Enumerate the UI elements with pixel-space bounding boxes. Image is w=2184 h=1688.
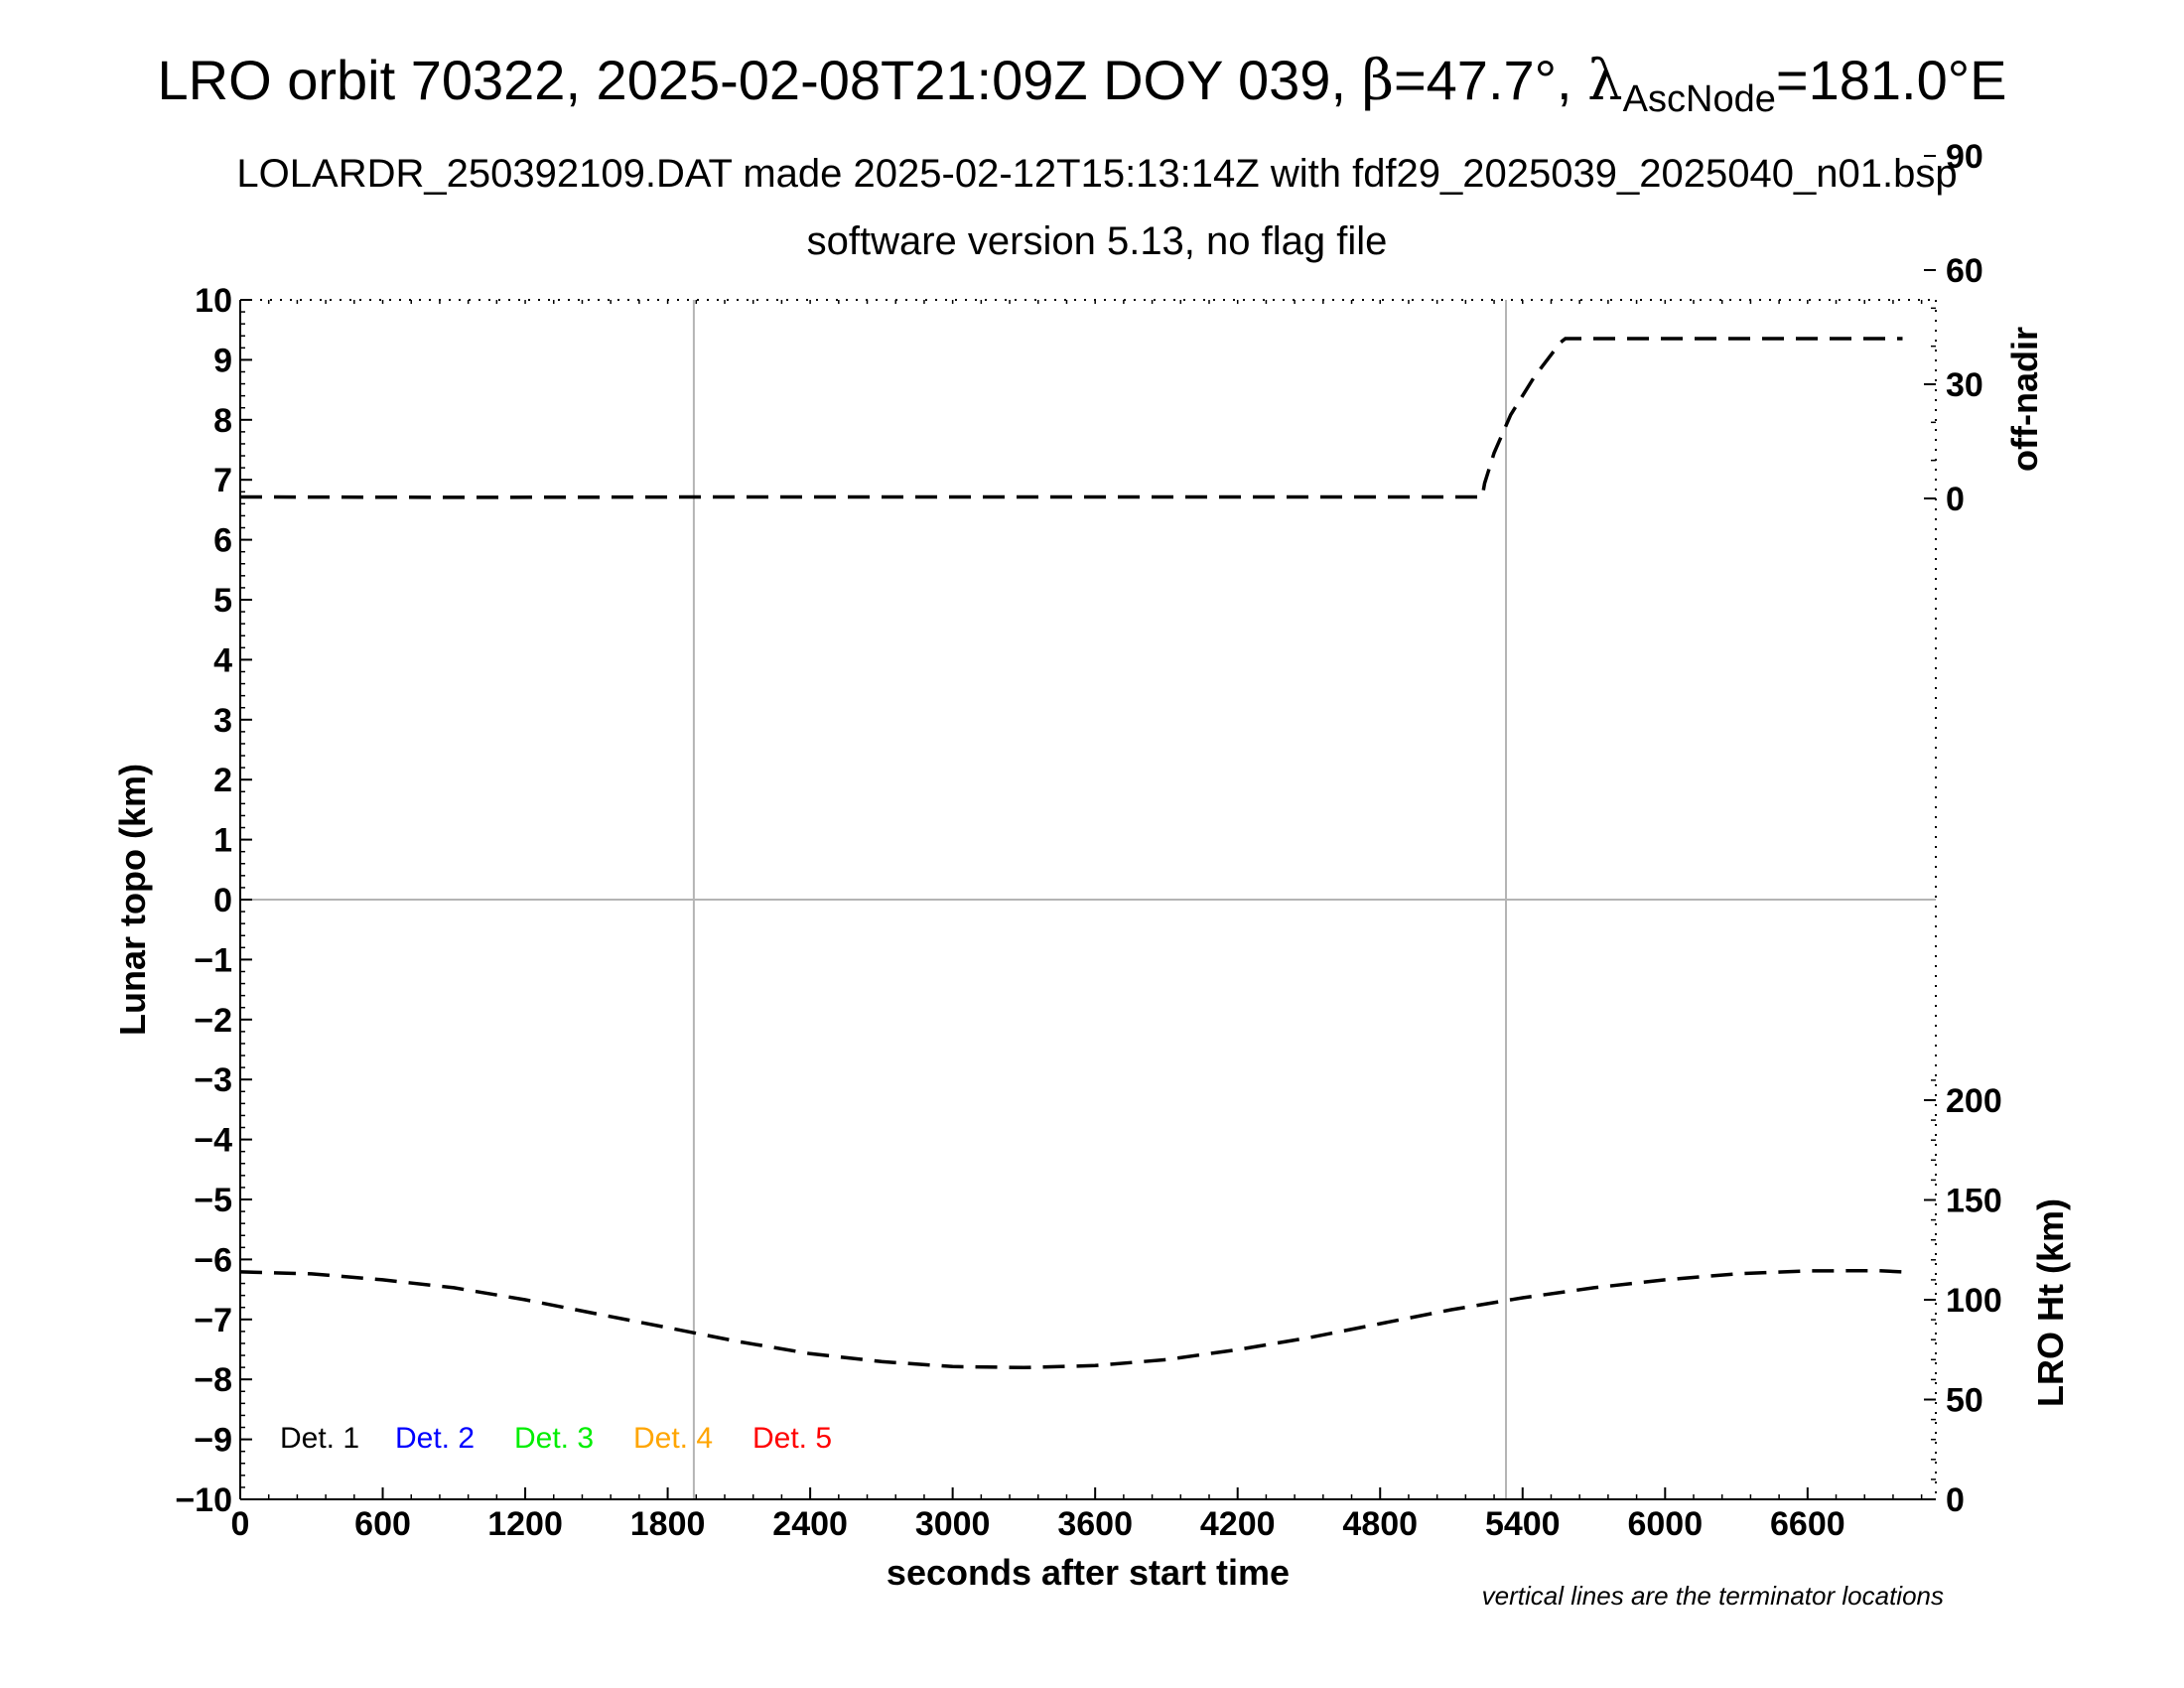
x-tick-label: 0 <box>231 1505 250 1543</box>
x-tick-label: 1200 <box>487 1505 563 1543</box>
lambda-subscript: AscNode <box>1623 78 1776 120</box>
legend-det-2: Det. 2 <box>395 1422 475 1455</box>
y-tick-label: −7 <box>194 1302 232 1339</box>
title-prefix: LRO orbit 70322, 2025-02-08T21:09Z DOY 0… <box>158 49 1362 111</box>
x-tick-label: 4800 <box>1342 1505 1418 1543</box>
x-tick-label: 5400 <box>1485 1505 1561 1543</box>
y-tick-label: 0 <box>213 882 232 919</box>
y-tick-label: −8 <box>194 1361 232 1399</box>
legend-det-4: Det. 4 <box>633 1422 713 1455</box>
series-lines <box>239 337 1903 1370</box>
y-tick-label: 6 <box>213 522 232 560</box>
chart-title: LRO orbit 70322, 2025-02-08T21:09Z DOY 0… <box>158 49 2007 120</box>
x-tick-label: 1800 <box>630 1505 706 1543</box>
y-tick-label: 9 <box>213 342 232 379</box>
y-tick-label: −6 <box>194 1241 232 1279</box>
x-tick-label: 2400 <box>772 1505 848 1543</box>
legend-det-3: Det. 3 <box>514 1422 594 1455</box>
off-nadir-series-line <box>239 337 1903 499</box>
x-tick-label: 6600 <box>1770 1505 1845 1543</box>
y-tick-label: −1 <box>194 941 232 979</box>
x-tick-label: 6000 <box>1627 1505 1703 1543</box>
y-tick-label: −5 <box>194 1182 232 1219</box>
off-nadir-tick-label: 90 <box>1946 138 1983 176</box>
y-tick-label: 1 <box>213 822 232 860</box>
lambda-symbol: λ <box>1587 49 1623 113</box>
x-tick-label: 600 <box>354 1505 411 1543</box>
y-tick-label: 8 <box>213 402 232 440</box>
lro-ht-tick-label: 0 <box>1946 1481 1965 1519</box>
lro-height-series-line <box>239 1268 1903 1370</box>
legend: Det. 1 Det. 2 Det. 3 Det. 4 Det. 5 <box>280 1422 832 1455</box>
right-axis-ticks: 90 60 30 0 200 150 100 50 0 <box>1924 138 2002 1519</box>
y-axis-label: Lunar topo (km) <box>112 764 153 1036</box>
x-tick-label: 3000 <box>915 1505 991 1543</box>
lambda-value: =181.0°E <box>1776 49 2007 111</box>
y-tick-label: 3 <box>213 702 232 740</box>
y-tick-label: 4 <box>213 641 232 679</box>
plot-grid <box>240 300 1936 1499</box>
off-nadir-tick-label: 30 <box>1946 366 1983 404</box>
lro-ht-tick-label: 100 <box>1946 1282 2002 1320</box>
y-tick-label: −4 <box>194 1122 232 1160</box>
terminator-footnote: vertical lines are the terminator locati… <box>1482 1581 1944 1611</box>
chart-subtitle-version: software version 5.13, no flag file <box>807 219 1388 263</box>
beta-value: =47.7°, <box>1394 49 1587 111</box>
lro-ht-tick-label: 200 <box>1946 1082 2002 1120</box>
y-tick-label: −10 <box>175 1481 232 1519</box>
off-nadir-tick-label: 60 <box>1946 252 1983 290</box>
lro-ht-tick-label: 150 <box>1946 1183 2002 1220</box>
y-tick-label: 7 <box>213 462 232 499</box>
off-nadir-axis-label: off-nadir <box>2004 327 2045 472</box>
y-tick-label: −2 <box>194 1002 232 1040</box>
chart-subtitle: LOLARDR_250392109.DAT made 2025-02-12T15… <box>236 152 1957 196</box>
y-tick-label: 2 <box>213 762 232 799</box>
y-tick-label: 5 <box>213 582 232 620</box>
x-tick-label: 3600 <box>1057 1505 1133 1543</box>
x-axis-ticks: 0 600 1200 1800 2400 3000 3600 4200 4800 5400 6000… <box>231 1487 1845 1543</box>
lro-ht-tick-label: 50 <box>1946 1382 1983 1420</box>
off-nadir-tick-label: 0 <box>1946 481 1965 518</box>
x-tick-label: 4200 <box>1200 1505 1276 1543</box>
lro-ht-axis-label: LRO Ht (km) <box>2030 1198 2071 1407</box>
y-tick-label: −3 <box>194 1061 232 1099</box>
x-axis-label: seconds after start time <box>887 1552 1290 1593</box>
beta-symbol: β <box>1362 49 1394 113</box>
legend-det-1: Det. 1 <box>280 1422 359 1455</box>
legend-det-5: Det. 5 <box>752 1422 832 1455</box>
y-tick-label: −9 <box>194 1422 232 1460</box>
y-tick-label: 10 <box>195 282 232 320</box>
